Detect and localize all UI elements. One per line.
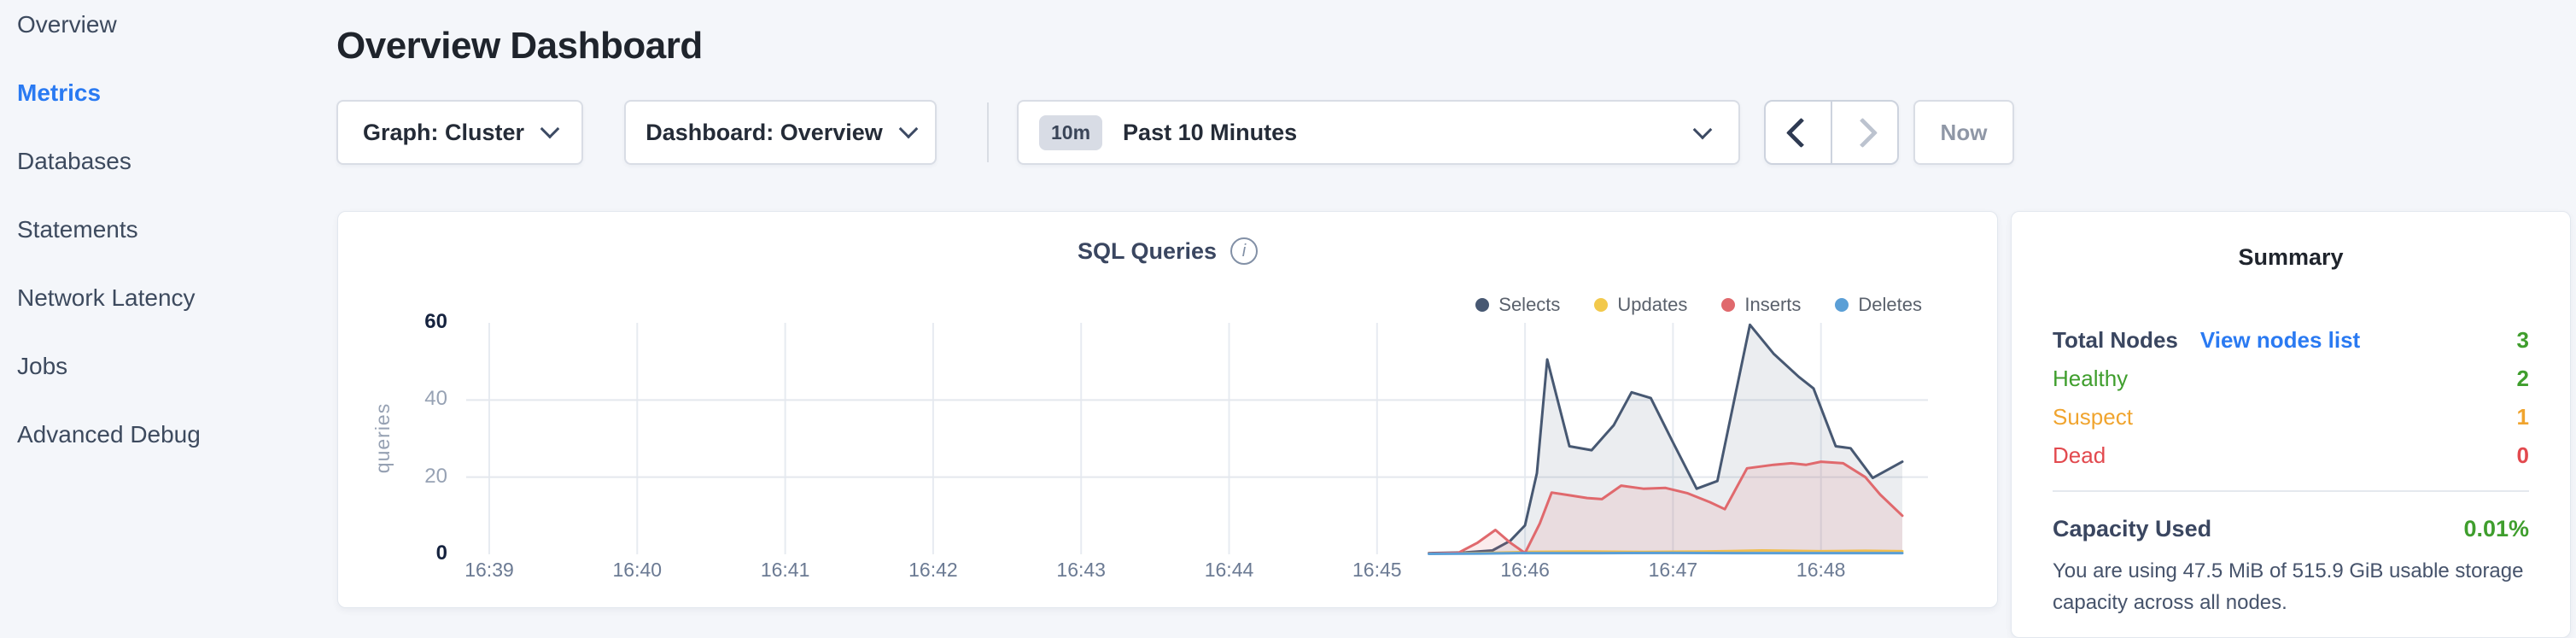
controls-divider [987, 102, 989, 162]
page-title: Overview Dashboard [336, 25, 703, 67]
legend-dot-deletes [1835, 298, 1849, 312]
chevron-down-icon [540, 119, 560, 139]
chart-title-row: SQL Queries i [338, 237, 1997, 265]
legend-label: Deletes [1858, 294, 1922, 315]
summary-row-dead: Dead 0 [2053, 436, 2529, 475]
chart-title: SQL Queries [1077, 237, 1218, 264]
chevron-down-icon [1692, 120, 1713, 140]
capacity-row: Capacity Used 0.01% [2053, 514, 2529, 543]
main-content: Overview Dashboard Graph: Cluster Dashbo… [336, 0, 2576, 638]
time-forward-button[interactable] [1832, 102, 1897, 163]
sidebar-item-network-latency[interactable]: Network Latency [17, 284, 196, 311]
time-range-label: Past 10 Minutes [1123, 119, 1298, 145]
chart-legend: Selects Updates Inserts Deletes [1475, 294, 1922, 316]
legend-item-inserts[interactable]: Inserts [1721, 294, 1801, 316]
time-back-button[interactable] [1766, 102, 1832, 163]
sidebar-item-databases[interactable]: Databases [17, 148, 131, 174]
summary-row-value: 3 [2516, 327, 2529, 353]
y-tick-label: 60 [424, 310, 447, 333]
legend-label: Selects [1498, 294, 1561, 315]
legend-item-selects[interactable]: Selects [1475, 294, 1560, 316]
y-tick-label: 40 [424, 387, 447, 411]
legend-dot-selects [1475, 298, 1490, 312]
x-tick-label: 16:47 [1648, 559, 1698, 581]
x-tick-label: 16:40 [612, 559, 663, 581]
summary-row-value: 1 [2516, 404, 2529, 430]
x-tick-label: 16:46 [1500, 559, 1550, 581]
summary-row-healthy: Healthy 2 [2053, 360, 2529, 398]
sidebar-item-statements[interactable]: Statements [17, 216, 138, 243]
time-range-dropdown[interactable]: 10m Past 10 Minutes [1017, 100, 1740, 165]
legend-label: Updates [1617, 294, 1688, 315]
summary-row-label: Dead [2053, 442, 2106, 468]
summary-row-total-nodes: Total Nodes View nodes list 3 [2053, 321, 2529, 360]
chevron-right-icon [1847, 117, 1878, 148]
time-range-badge: 10m [1039, 114, 1103, 150]
legend-item-updates[interactable]: Updates [1594, 294, 1687, 316]
summary-row-value: 2 [2516, 366, 2529, 391]
sql-queries-chart-card: SQL Queries i Selects Updates Inserts Delet… [337, 211, 1998, 608]
summary-title: Summary [2238, 244, 2344, 270]
summary-row-label: Total Nodes [2053, 327, 2178, 353]
x-tick-label: 16:44 [1204, 559, 1254, 581]
chevron-left-icon [1785, 117, 1816, 148]
summary-row-value: 0 [2516, 442, 2529, 468]
capacity-label: Capacity Used [2053, 515, 2212, 541]
chevron-down-icon [898, 119, 919, 139]
dashboard-dropdown-label: Dashboard: Overview [645, 119, 883, 145]
view-nodes-list-link[interactable]: View nodes list [2199, 327, 2361, 353]
x-tick-label: 16:41 [760, 559, 810, 581]
x-tick-label: 16:39 [464, 559, 514, 581]
x-tick-label: 16:45 [1352, 559, 1402, 581]
capacity-value: 0.01% [2463, 515, 2529, 541]
legend-label: Inserts [1744, 294, 1802, 315]
x-tick-label: 16:42 [908, 559, 958, 581]
y-tick-label: 0 [435, 541, 447, 565]
sidebar-item-jobs[interactable]: Jobs [17, 353, 68, 379]
y-tick-label: 20 [424, 464, 447, 488]
summary-rows: Total Nodes View nodes list 3 Healthy 2 Suspe… [2053, 321, 2529, 475]
graph-dropdown[interactable]: Graph: Cluster [336, 100, 583, 165]
sidebar-item-overview[interactable]: Overview [17, 11, 117, 38]
legend-dot-inserts [1721, 298, 1736, 312]
dashboard-dropdown[interactable]: Dashboard: Overview [624, 100, 937, 165]
x-tick-label: 16:48 [1796, 559, 1846, 581]
sidebar-item-metrics[interactable]: Metrics [17, 79, 102, 106]
x-tick-label: 16:43 [1056, 559, 1106, 581]
summary-row-label: Suspect [2053, 404, 2133, 430]
dashboard-cards: SQL Queries i Selects Updates Inserts Delet… [337, 211, 2571, 638]
sidebar-item-advanced-debug[interactable]: Advanced Debug [17, 421, 201, 448]
capacity-description: You are using 47.5 MiB of 515.9 GiB usab… [2053, 559, 2524, 614]
summary-divider [2053, 490, 2529, 492]
sql-queries-plot [466, 323, 1928, 555]
legend-dot-updates [1594, 298, 1609, 312]
time-pager [1764, 100, 1899, 165]
now-button[interactable]: Now [1913, 100, 2014, 165]
summary-panel: Summary Total Nodes View nodes list 3 Healt… [2011, 211, 2571, 638]
summary-row-suspect: Suspect 1 [2053, 398, 2529, 436]
graph-dropdown-label: Graph: Cluster [362, 119, 525, 145]
sidebar: Overview Metrics Databases Statements Networ… [0, 0, 316, 469]
controls-bar: Graph: Cluster Dashboard: Overview 10m P… [336, 100, 2014, 165]
summary-row-label: Healthy [2053, 366, 2129, 391]
legend-item-deletes[interactable]: Deletes [1835, 294, 1922, 316]
info-icon[interactable]: i [1230, 237, 1259, 265]
